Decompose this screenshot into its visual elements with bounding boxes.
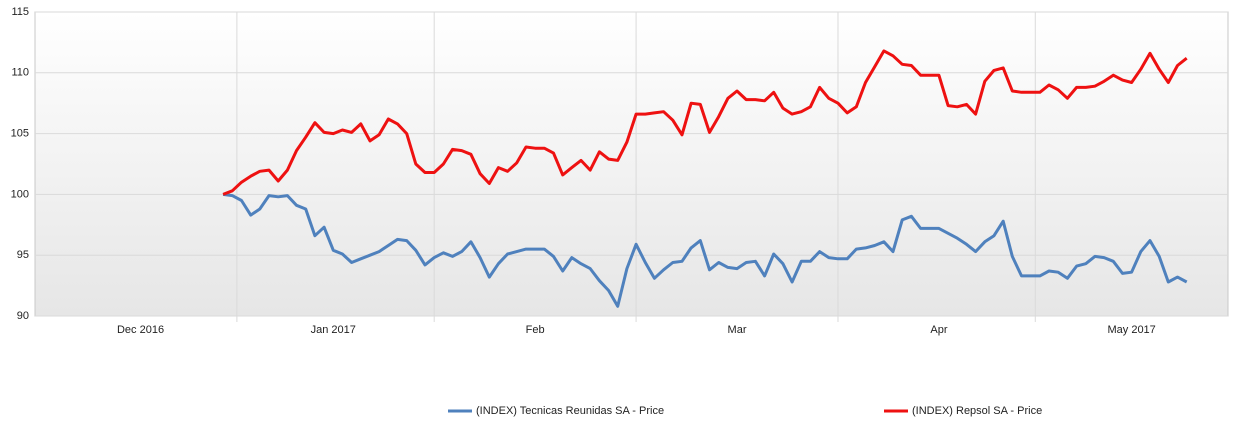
y-tick-label: 90 <box>17 310 29 322</box>
x-tick-label: May 2017 <box>1107 324 1155 336</box>
series-line <box>222 192 1188 308</box>
y-tick-label: 95 <box>17 249 29 261</box>
x-tick-label: Apr <box>930 324 947 336</box>
series-line <box>222 49 1188 196</box>
legend-label: (INDEX) Repsol SA - Price <box>912 405 1042 417</box>
x-tick-label: Dec 2016 <box>117 324 164 336</box>
x-tick-label: Jan 2017 <box>311 324 356 336</box>
plot-area <box>34 11 1229 317</box>
legend-label: (INDEX) Tecnicas Reunidas SA - Price <box>476 405 664 417</box>
x-tick-label: Feb <box>526 324 545 336</box>
x-tick-label: Mar <box>728 324 747 336</box>
y-tick-label: 100 <box>11 188 29 200</box>
y-tick-label: 110 <box>11 67 29 79</box>
y-tick-label: 115 <box>11 6 29 18</box>
y-tick-label: 105 <box>11 128 29 140</box>
